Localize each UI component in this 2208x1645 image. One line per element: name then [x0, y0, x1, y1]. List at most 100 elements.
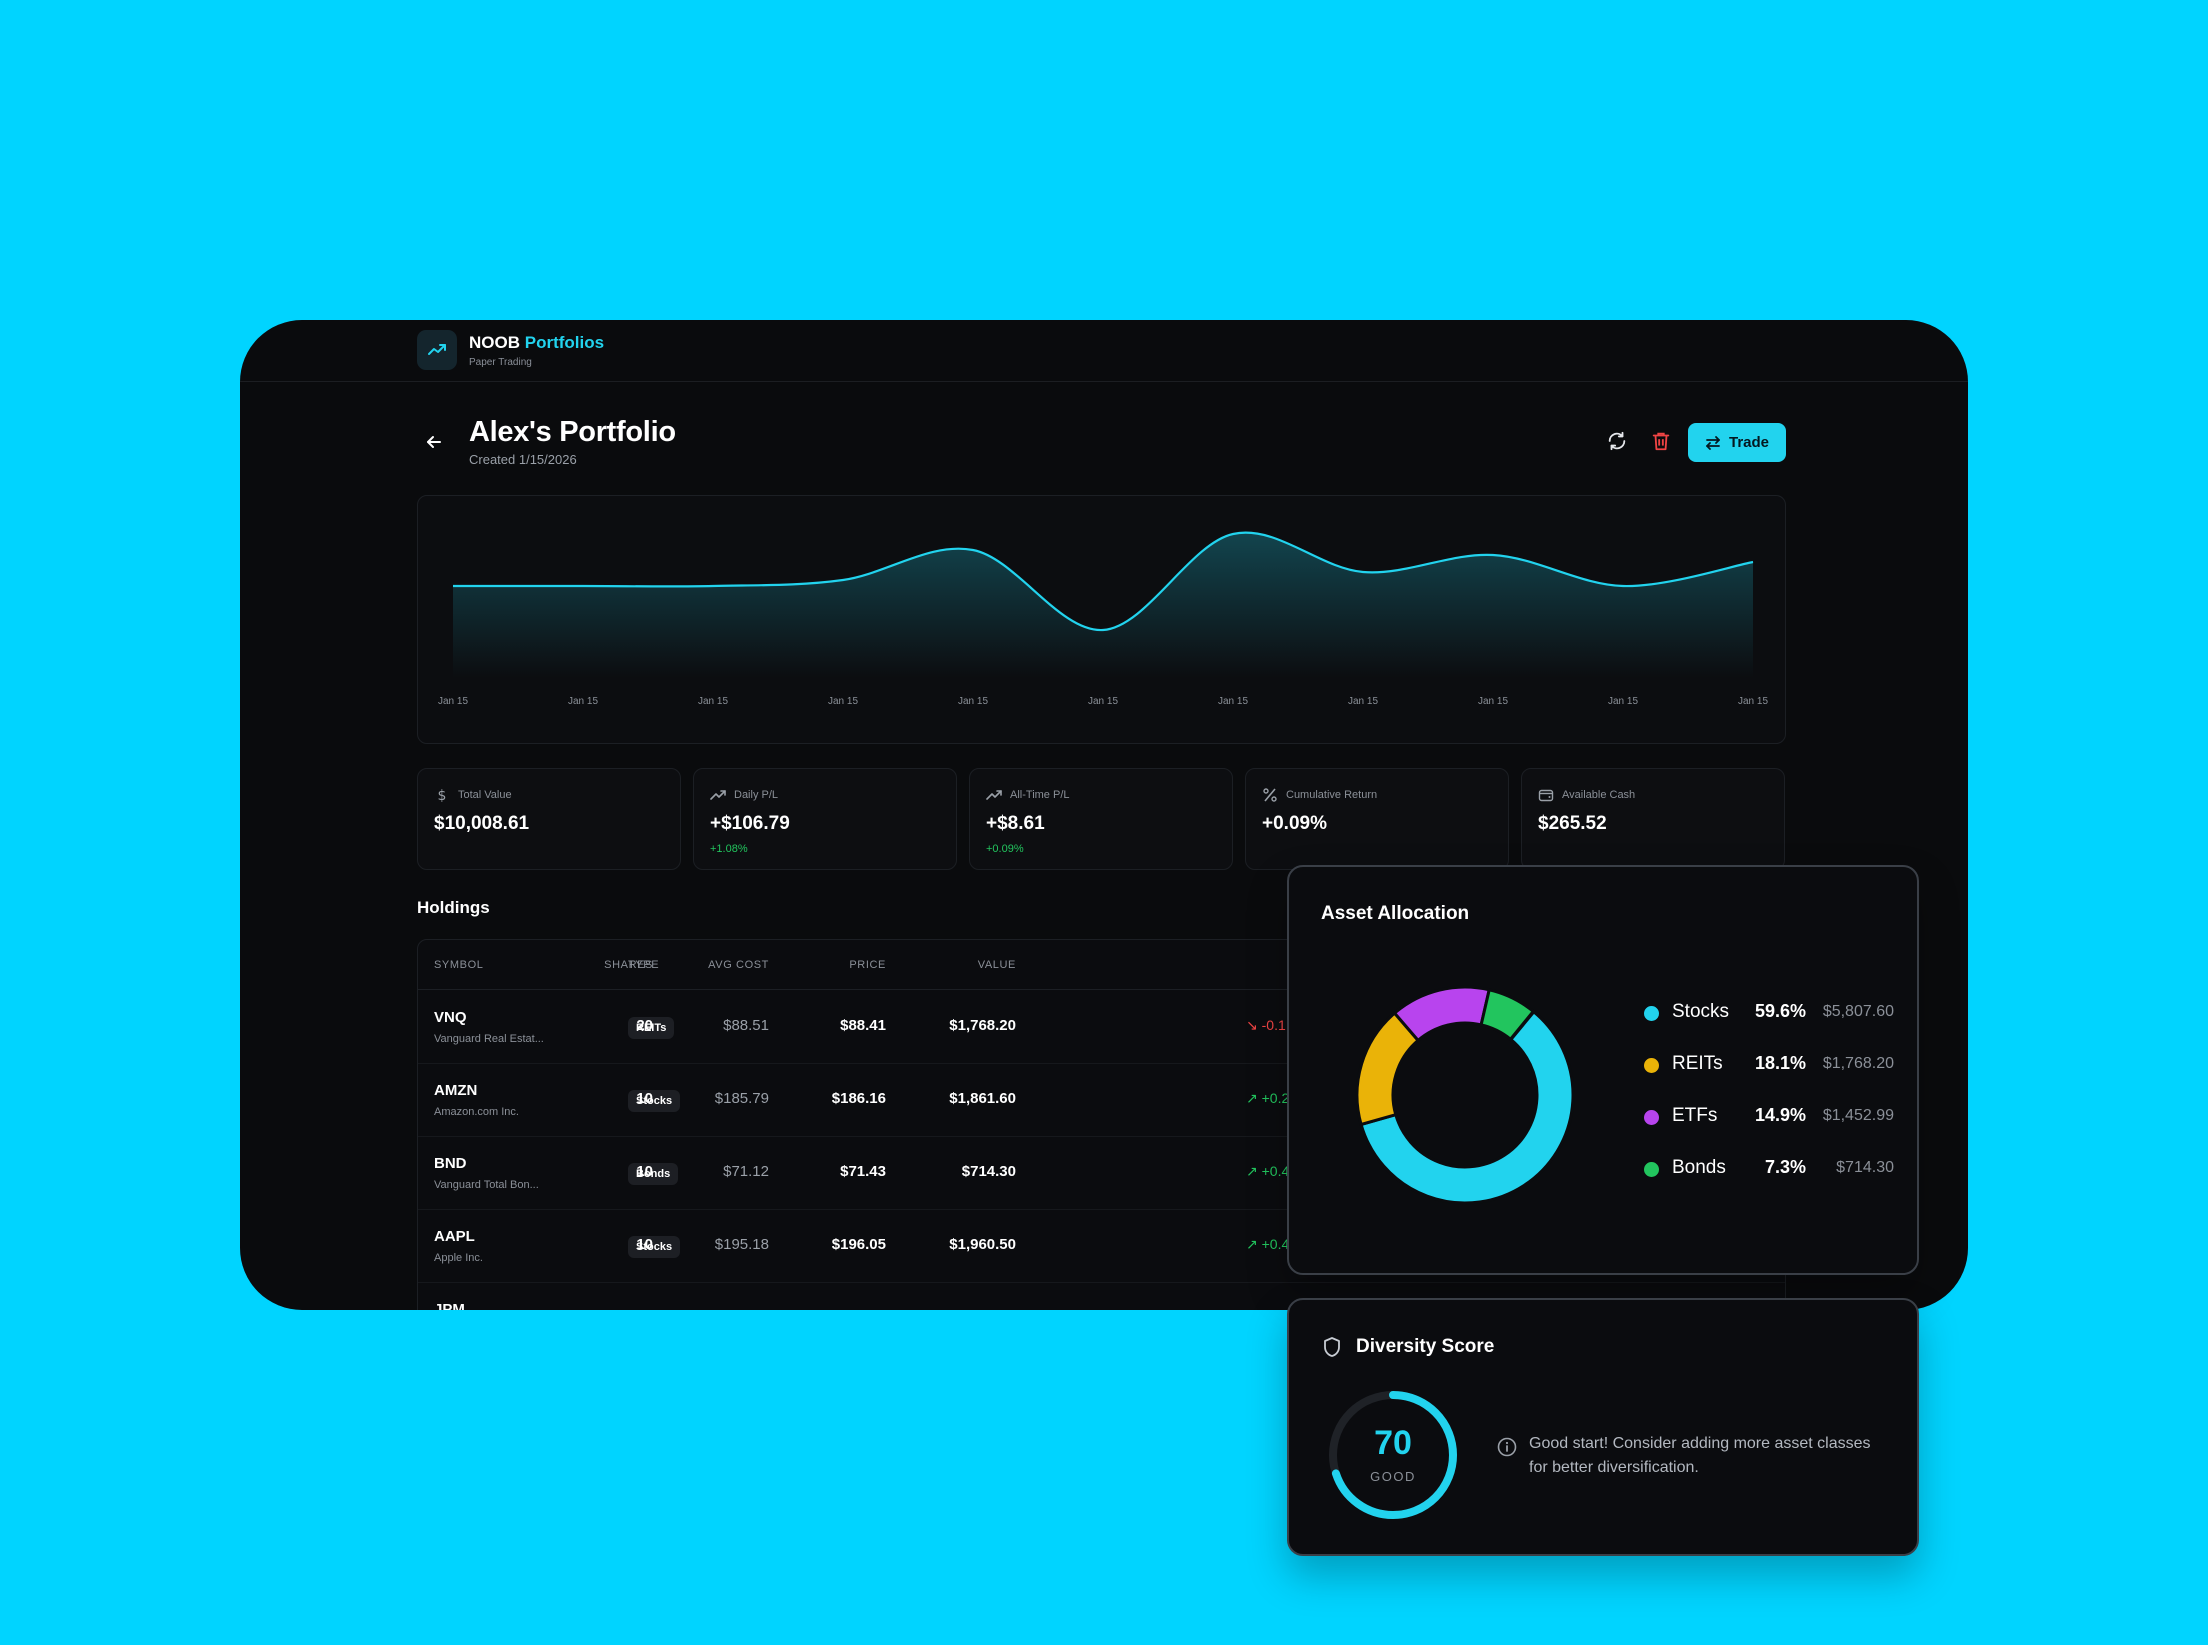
stat-label: Available Cash [1562, 789, 1636, 801]
change-value: +0.4 [1261, 1236, 1290, 1252]
change-value: -0.1 [1261, 1017, 1286, 1033]
legend-name: Stocks [1672, 1001, 1730, 1022]
page-title: Alex's Portfolio [469, 416, 676, 448]
column-header[interactable]: VALUE [977, 959, 1016, 971]
table-row[interactable]: BND Vanguard Total Bon... Bonds 10 $71.12 $71… [418, 1137, 1785, 1210]
svg-text:$: $ [438, 788, 447, 803]
price: $71.43 [840, 1163, 886, 1180]
legend-percent: 18.1% [1754, 1053, 1806, 1073]
trade-label: Trade [1728, 434, 1770, 451]
column-header[interactable]: TYPE [628, 959, 660, 971]
brand-main: NOOB [469, 333, 520, 352]
change-value: +0.4 [1261, 1163, 1290, 1179]
portfolio-chart[interactable]: Jan 15 Jan 15 Jan 15 Jan 15 Jan 15 Jan 15 Jan … [417, 495, 1786, 744]
column-header[interactable]: PRICE [849, 959, 886, 971]
top-bar: NOOB Portfolios Paper Trading [240, 320, 1968, 382]
legend-item[interactable]: Bonds 7.3% $714.30 [1644, 1155, 1894, 1183]
back-arrow-icon[interactable] [424, 432, 444, 452]
company-name: Vanguard Real Estat... [434, 1033, 544, 1045]
stat-value: $10,008.61 [434, 813, 530, 834]
legend-item[interactable]: Stocks 59.6% $5,807.60 [1644, 999, 1894, 1027]
logo-icon[interactable] [417, 330, 457, 370]
brand-subtitle: Paper Trading [469, 357, 532, 368]
x-tick-label: Jan 15 [1218, 696, 1248, 707]
x-tick-label: Jan 15 [1478, 696, 1508, 707]
type-badge: Stocks [628, 1090, 681, 1112]
shares: 20 [636, 1017, 653, 1034]
symbol: JPM [434, 1301, 465, 1310]
score-value: 70 [1374, 1424, 1412, 1462]
x-tick-label: Jan 15 [1348, 696, 1378, 707]
stat-label: All-Time P/L [1010, 789, 1070, 801]
stat-value: +$8.61 [986, 813, 1045, 834]
legend-dot [1644, 1162, 1659, 1177]
x-tick-label: Jan 15 [438, 696, 468, 707]
trash-icon[interactable] [1650, 430, 1672, 452]
x-tick-label: Jan 15 [1608, 696, 1638, 707]
table-row[interactable]: AAPL Apple Inc. Stocks 10 $195.18 $196.05 $1,9… [418, 1210, 1785, 1283]
legend-amount: $714.30 [1836, 1159, 1894, 1176]
table-header: SYMBOL TYPE SHARES AVG COST PRICE VALUE [418, 940, 1785, 990]
stat-card: Daily P/L +$106.79 +1.08% [693, 768, 957, 870]
company-name: Apple Inc. [434, 1252, 483, 1264]
x-tick-label: Jan 15 [828, 696, 858, 707]
brand-accent: Portfolios [524, 333, 605, 352]
allocation-donut[interactable] [1355, 985, 1575, 1205]
table-row[interactable]: JPM [418, 1283, 1785, 1310]
score-ring [1329, 1391, 1457, 1519]
legend-percent: 14.9% [1754, 1105, 1806, 1125]
x-tick-label: Jan 15 [958, 696, 988, 707]
type-badge: REITs [628, 1017, 675, 1039]
legend-item[interactable]: ETFs 14.9% $1,452.99 [1644, 1103, 1894, 1131]
trade-button[interactable]: Trade [1688, 423, 1786, 462]
stat-card: Available Cash $265.52 [1521, 768, 1785, 870]
column-header[interactable]: SHARES [604, 959, 653, 971]
donut-slice-stocks[interactable] [1359, 1009, 1575, 1205]
x-tick-label: Jan 15 [1738, 696, 1768, 707]
symbol: AMZN [434, 1082, 478, 1099]
legend-amount: $5,807.60 [1822, 1003, 1894, 1020]
price: $186.16 [831, 1090, 886, 1107]
stat-label: Daily P/L [734, 789, 779, 801]
shares: 10 [636, 1236, 653, 1253]
x-tick-label: Jan 15 [1088, 696, 1118, 707]
stat-value: $265.52 [1538, 813, 1607, 834]
swap-icon [1706, 435, 1720, 450]
symbol: BND [434, 1155, 467, 1172]
percent-icon [1263, 788, 1277, 802]
shares: 10 [636, 1090, 653, 1107]
allocation-title: Asset Allocation [1321, 903, 1470, 924]
value: $714.30 [961, 1163, 1016, 1180]
legend-amount: $1,768.20 [1822, 1055, 1894, 1072]
brand-name[interactable]: NOOB Portfolios [469, 333, 604, 353]
refresh-icon[interactable] [1606, 430, 1628, 452]
created-date: Created 1/15/2026 [469, 452, 577, 467]
avg-cost: $185.79 [714, 1090, 769, 1107]
legend-dot [1644, 1110, 1659, 1125]
legend-item[interactable]: REITs 18.1% $1,768.20 [1644, 1051, 1894, 1079]
diversity-message: Good start! Consider adding more asset c… [1529, 1435, 1871, 1476]
score-rating: GOOD [1370, 1469, 1416, 1484]
chart-area [453, 532, 1753, 678]
change-value: +0.2 [1261, 1090, 1290, 1106]
donut-slice-bonds[interactable] [1479, 987, 1536, 1042]
company-name: Amazon.com Inc. [434, 1106, 519, 1118]
shares: 10 [636, 1163, 653, 1180]
table-row[interactable]: AMZN Amazon.com Inc. Stocks 10 $185.79 $186.1… [418, 1064, 1785, 1137]
value: $1,861.60 [949, 1090, 1016, 1107]
holdings-title: Holdings [417, 898, 490, 917]
legend-name: ETFs [1672, 1105, 1718, 1126]
avg-cost: $195.18 [714, 1236, 769, 1253]
legend-dot [1644, 1006, 1659, 1021]
stat-label: Cumulative Return [1286, 789, 1378, 801]
legend-name: REITs [1672, 1053, 1723, 1074]
dollar-icon: $ [438, 788, 447, 803]
column-header[interactable]: AVG COST [708, 959, 769, 971]
trend-up-icon: ↗ [1246, 1236, 1262, 1252]
column-header[interactable]: SYMBOL [434, 959, 484, 971]
type-badge: Stocks [628, 1236, 681, 1258]
asset-allocation-card: Asset Allocation Stocks 59.6% $5,807.60 REI… [1287, 865, 1919, 1275]
legend-dot [1644, 1058, 1659, 1073]
legend-amount: $1,452.99 [1822, 1107, 1894, 1124]
table-row[interactable]: VNQ Vanguard Real Estat... REITs 20 $88.51 $8… [418, 991, 1785, 1064]
